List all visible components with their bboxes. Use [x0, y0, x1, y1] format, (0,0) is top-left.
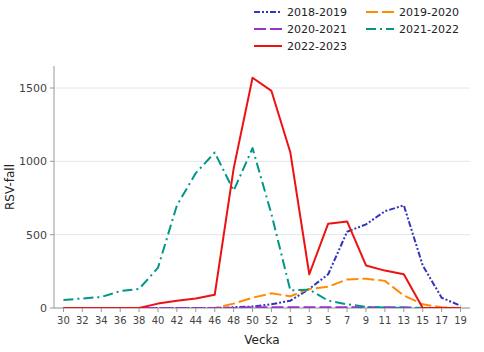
y-tick-label: 1000: [19, 155, 47, 168]
y-tick: [50, 88, 54, 89]
x-tick: [384, 308, 385, 312]
y-tick: [50, 161, 54, 162]
y-tick: [50, 308, 54, 309]
x-tick: [120, 308, 121, 312]
legend-swatch: [254, 45, 282, 47]
x-tick-label: 7: [344, 315, 350, 326]
series-line: [63, 205, 460, 308]
x-tick: [366, 308, 367, 312]
grid-line: [54, 161, 470, 162]
y-tick-label: 0: [40, 302, 47, 315]
x-tick: [233, 308, 234, 312]
legend-label: 2021-2022: [399, 23, 459, 36]
x-tick-label: 15: [416, 315, 429, 326]
x-tick-label: 52: [265, 315, 278, 326]
x-tick-label: 34: [95, 315, 108, 326]
legend-swatch: [254, 28, 282, 30]
x-tick-label: 5: [325, 315, 331, 326]
x-tick-label: 17: [435, 315, 448, 326]
legend-label: 2022-2023: [287, 40, 347, 53]
x-tick-label: 13: [397, 315, 410, 326]
series-line: [63, 148, 460, 308]
x-tick: [195, 308, 196, 312]
x-tick: [441, 308, 442, 312]
x-tick: [63, 308, 64, 312]
legend-label: 2018-2019: [287, 6, 347, 19]
x-tick-label: 48: [227, 315, 240, 326]
x-tick: [271, 308, 272, 312]
x-tick-label: 42: [171, 315, 184, 326]
x-tick-label: 38: [133, 315, 146, 326]
x-tick: [422, 308, 423, 312]
series-line: [63, 78, 460, 308]
plot-area: [63, 78, 460, 308]
x-tick: [347, 308, 348, 312]
x-tick-label: 46: [208, 315, 221, 326]
x-tick-label: 50: [246, 315, 259, 326]
legend-label: 2020-2021: [287, 23, 347, 36]
x-tick: [214, 308, 215, 312]
legend-swatch: [254, 11, 282, 13]
x-tick-label: 3: [306, 315, 312, 326]
x-tick: [139, 308, 140, 312]
x-tick: [252, 308, 253, 312]
x-tick-label: 36: [114, 315, 127, 326]
x-tick: [328, 308, 329, 312]
x-tick-label: 30: [57, 315, 70, 326]
x-tick: [176, 308, 177, 312]
x-axis: 303234363840424446485052135791113151719: [57, 308, 467, 326]
x-axis-label: Vecka: [244, 333, 279, 347]
x-tick-label: 11: [379, 315, 392, 326]
y-tick-label: 500: [26, 229, 47, 242]
x-tick: [290, 308, 291, 312]
x-tick: [101, 308, 102, 312]
grid-line: [54, 88, 470, 89]
x-tick-label: 32: [76, 315, 89, 326]
legend-swatch: [366, 28, 394, 30]
chart: 0500100015003032343638404244464850521357…: [0, 0, 484, 352]
y-tick: [50, 234, 54, 235]
y-axis-label: RSV-fall: [3, 164, 17, 210]
y-tick-label: 1500: [19, 82, 47, 95]
series-line: [63, 279, 460, 308]
y-axis-line: [54, 66, 55, 308]
x-tick: [82, 308, 83, 312]
legend: 2018-2019 2019-2020 2020-2021 2021-2022 2022…: [254, 6, 459, 53]
x-tick-label: 19: [454, 315, 467, 326]
x-tick: [158, 308, 159, 312]
x-tick-label: 44: [189, 315, 202, 326]
x-tick-label: 9: [363, 315, 369, 326]
x-tick: [460, 308, 461, 312]
x-tick: [309, 308, 310, 312]
legend-swatch: [366, 11, 394, 13]
x-tick-label: 1: [287, 315, 293, 326]
x-tick-label: 40: [152, 315, 165, 326]
x-tick: [403, 308, 404, 312]
grid-line: [54, 234, 470, 235]
legend-label: 2019-2020: [399, 6, 459, 19]
